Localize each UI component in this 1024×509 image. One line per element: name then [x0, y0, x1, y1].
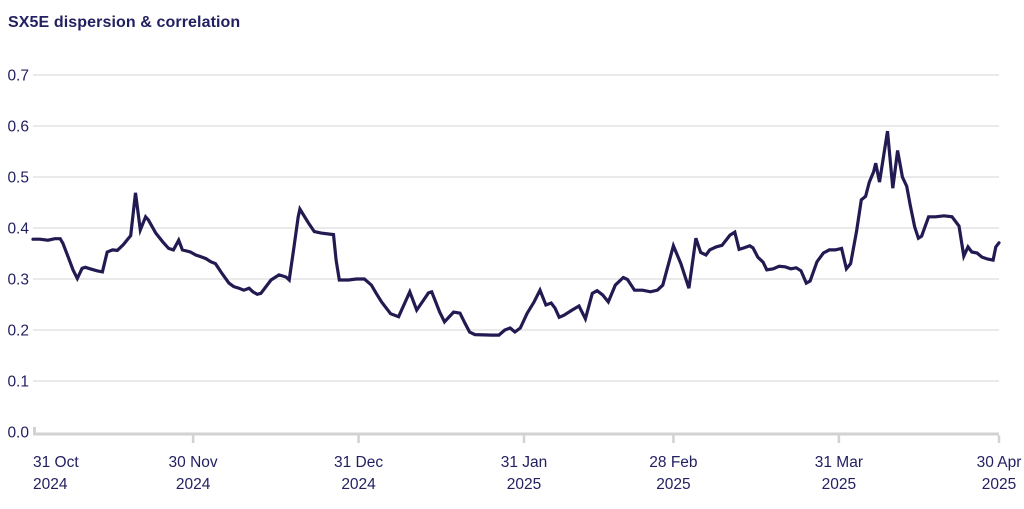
- y-axis-tick-label: 0.7: [7, 68, 29, 85]
- x-axis-tick-label: 30 Apr: [977, 454, 1022, 471]
- y-axis-tick-label: 0.1: [7, 374, 29, 391]
- x-axis-tick-year: 2025: [507, 476, 541, 493]
- y-axis-tick-label: 0.4: [7, 221, 29, 238]
- x-axis-tick-year: 2024: [176, 476, 211, 493]
- x-axis-tick-year: 2024: [341, 476, 376, 493]
- x-axis-tick-year: 2025: [822, 476, 856, 493]
- x-axis-tick-year: 2025: [982, 476, 1016, 493]
- y-axis-tick-label: 0.5: [7, 170, 29, 187]
- x-axis-tick-label: 31 Jan: [501, 454, 548, 471]
- x-axis-tick-label: 31 Oct: [33, 454, 79, 471]
- y-axis-tick-label: 0.0: [7, 425, 29, 442]
- series-line: [31, 130, 1001, 337]
- x-axis-tick-label: 31 Dec: [334, 454, 383, 471]
- y-axis-tick-label: 0.3: [7, 272, 29, 289]
- x-axis-tick-label: 28 Feb: [649, 454, 697, 471]
- x-axis-tick-label: 31 Mar: [815, 454, 863, 471]
- x-axis-tick-year: 2024: [33, 476, 68, 493]
- y-axis-tick-label: 0.6: [7, 119, 29, 136]
- x-axis-tick-label: 30 Nov: [169, 454, 218, 471]
- y-axis-tick-label: 0.2: [7, 323, 29, 340]
- x-axis-tick-year: 2025: [656, 476, 690, 493]
- chart-title: SX5E dispersion & correlation: [8, 14, 241, 31]
